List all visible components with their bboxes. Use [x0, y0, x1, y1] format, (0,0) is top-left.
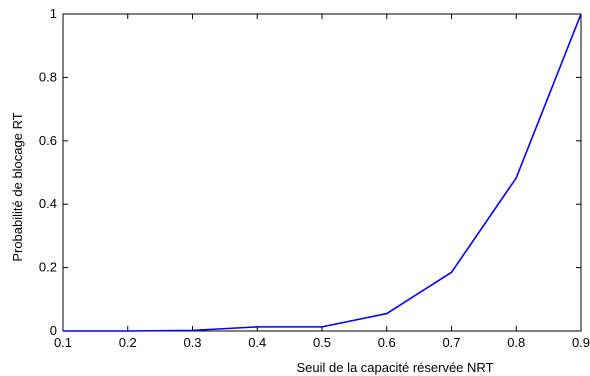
y-tick-label: 0.4: [39, 196, 57, 211]
x-tick-label: 0.4: [248, 335, 266, 350]
axis-ticks: [62, 13, 582, 332]
series-layer: [63, 13, 582, 332]
y-tick-label: 1: [50, 6, 57, 21]
tick-labels: 0.1 0.2 0.3 0.4 0.5 0.6 0.7 0.8 0.9 0 0.2 0.4 0.6 0.8…: [39, 6, 590, 350]
x-tick-label: 0.5: [313, 335, 331, 350]
y-axis-title: Probabilité de blocage RT: [10, 112, 25, 261]
x-tick-label: 0.3: [183, 335, 201, 350]
x-tick-label: 0.9: [572, 335, 590, 350]
series-line: [63, 13, 582, 332]
x-tick-label: 0.6: [378, 335, 396, 350]
x-tick-label: 0.7: [442, 335, 460, 350]
x-tick-label: 0.2: [119, 335, 137, 350]
plot-area: [62, 13, 582, 332]
x-axis-title: Seuil de la capacité réservée NRT: [296, 360, 493, 375]
y-tick-label: 0.8: [39, 69, 57, 84]
y-tick-label: 0: [50, 323, 57, 338]
y-tick-label: 0.2: [39, 260, 57, 275]
y-tick-label: 0.6: [39, 133, 57, 148]
x-tick-label: 0.8: [507, 335, 525, 350]
x-tick-label: 0.1: [54, 335, 72, 350]
